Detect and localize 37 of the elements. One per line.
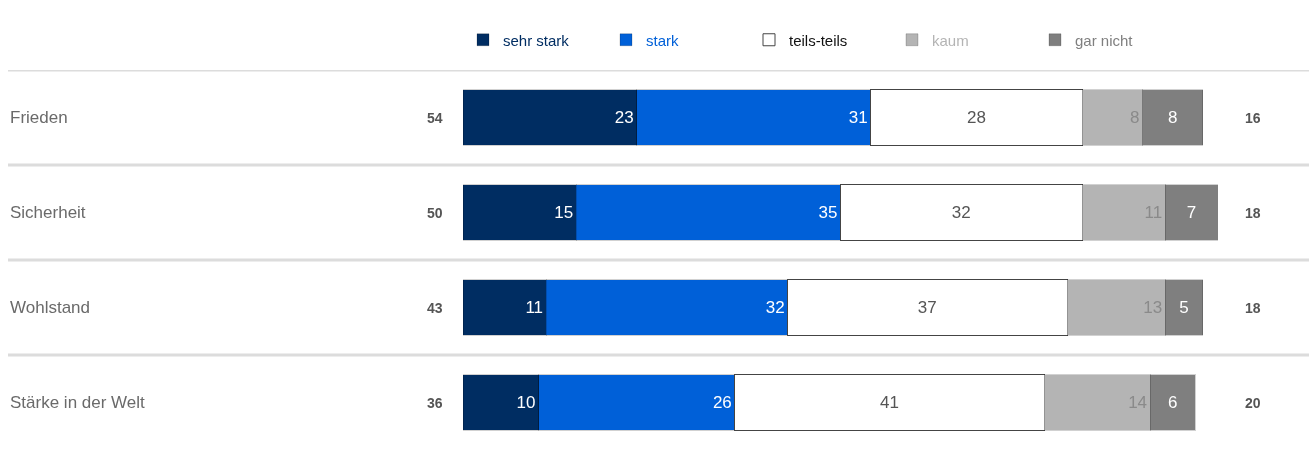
legend-label: teils-teils — [789, 31, 848, 49]
data-label: 31 — [848, 108, 868, 127]
data-label: 37 — [917, 298, 937, 317]
data-label: 41 — [880, 393, 900, 412]
data-label: 15 — [554, 203, 574, 222]
data-label: 6 — [1167, 393, 1178, 412]
legend-label: stark — [646, 31, 679, 49]
bar — [840, 184, 1083, 241]
data-label: 8 — [1167, 108, 1178, 127]
y-tick-label: Frieden — [10, 108, 68, 127]
text: 20 — [1245, 395, 1261, 411]
data-label: 11 — [525, 298, 544, 317]
data-label: 32 — [765, 298, 785, 317]
text: 16 — [1245, 110, 1261, 126]
text: 18 — [1245, 205, 1261, 221]
text: 36 — [427, 395, 443, 411]
data-label: 26 — [712, 393, 732, 412]
legend-label: kaum — [932, 31, 969, 49]
text: 18 — [1245, 300, 1261, 316]
y-tick-label: Stärke in der Welt — [10, 393, 146, 412]
data-label: 23 — [614, 108, 634, 127]
y-tick-label: Sicherheit — [10, 203, 86, 222]
text: 43 — [427, 300, 443, 316]
data-label: 7 — [1186, 203, 1197, 222]
data-label: 10 — [516, 393, 536, 412]
bar — [734, 374, 1045, 431]
legend-label: sehr stark — [503, 31, 570, 49]
bar — [787, 279, 1068, 336]
text: 50 — [427, 205, 443, 221]
legend-label: gar nicht — [1075, 31, 1134, 49]
data-label: 5 — [1179, 298, 1189, 317]
y-tick-label: Wohlstand — [10, 298, 91, 317]
data-label: 32 — [951, 203, 971, 222]
data-label: 28 — [966, 108, 986, 127]
data-label: 35 — [818, 203, 838, 222]
text: 54 — [427, 110, 443, 126]
bar — [870, 89, 1083, 146]
